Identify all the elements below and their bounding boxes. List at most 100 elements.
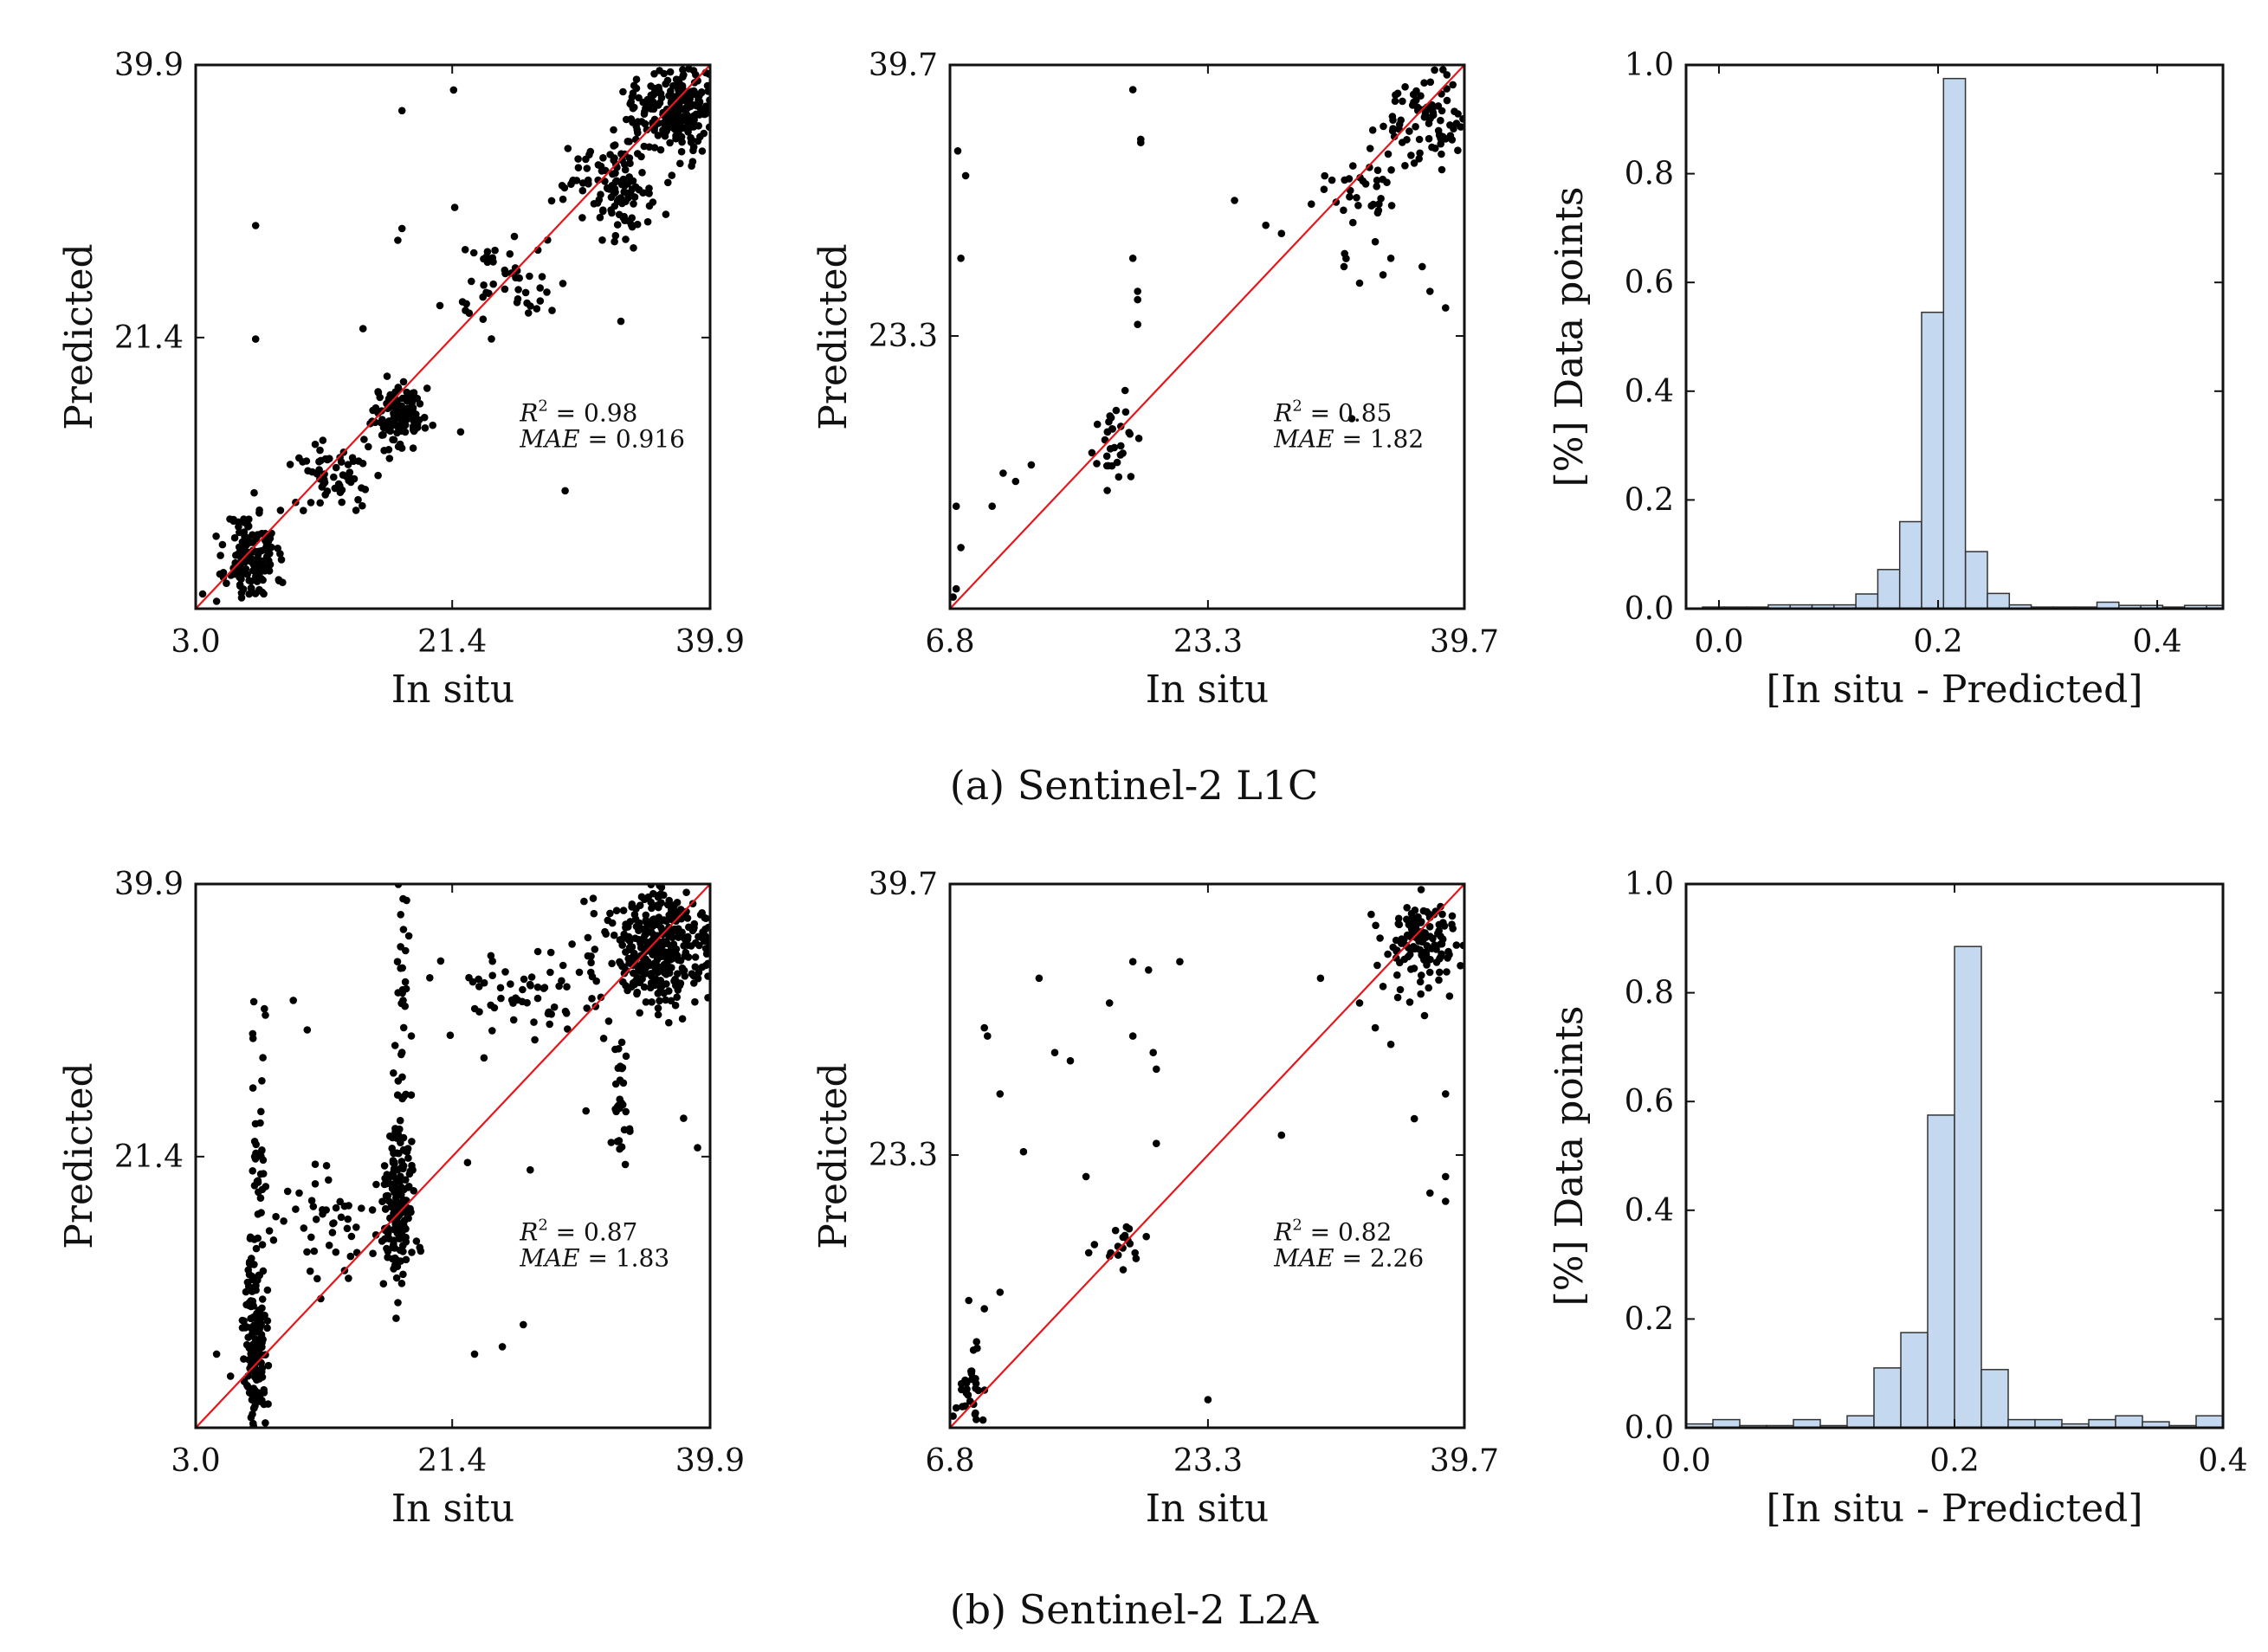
data-point [1394, 920, 1403, 928]
data-point [514, 286, 522, 294]
data-point [1115, 473, 1123, 481]
data-point [578, 186, 587, 195]
data-point [519, 985, 527, 994]
data-point [283, 1187, 292, 1196]
data-point [1088, 448, 1096, 457]
data-point [498, 1343, 507, 1351]
data-point [399, 926, 408, 933]
data-point [633, 988, 642, 997]
data-point [396, 1125, 404, 1133]
data-point [656, 997, 663, 1005]
data-point [507, 269, 515, 277]
b3-bars [1686, 945, 2223, 1428]
data-point [700, 937, 708, 945]
data-point [394, 1299, 402, 1307]
data-point [616, 1145, 624, 1153]
data-point [657, 965, 666, 973]
data-point [561, 1007, 570, 1016]
data-point [1405, 127, 1413, 135]
data-point [416, 1243, 424, 1252]
data-point [316, 499, 325, 507]
data-point [1380, 122, 1387, 131]
data-point [1349, 218, 1357, 227]
data-point [1398, 939, 1405, 947]
data-point [311, 440, 320, 448]
data-point [1119, 1233, 1128, 1242]
data-point [389, 1171, 397, 1178]
data-point [382, 1192, 391, 1200]
data-point [254, 1234, 262, 1242]
data-point [1366, 164, 1373, 171]
data-point [590, 909, 598, 918]
data-point [640, 983, 649, 991]
b2-ylabel: Predicted [811, 1062, 856, 1249]
data-point [483, 258, 492, 267]
data-point [1119, 1266, 1128, 1274]
data-point [606, 909, 614, 918]
a2-ytick-label: 23.3 [869, 319, 938, 354]
data-point [1093, 420, 1102, 429]
data-point [399, 1133, 408, 1142]
data-point [394, 236, 402, 244]
data-point [1277, 229, 1286, 238]
b2-points [950, 886, 1464, 1424]
data-point [295, 1189, 303, 1197]
data-point [263, 1286, 272, 1294]
data-point [669, 933, 676, 941]
data-point [520, 1320, 527, 1329]
data-point [1420, 1011, 1429, 1020]
data-point [345, 1202, 352, 1210]
a1-ytick-label: 39.9 [114, 48, 184, 83]
data-point [1349, 162, 1357, 170]
data-point [393, 958, 402, 965]
a2-points [950, 66, 1464, 601]
data-point [326, 455, 333, 462]
data-point [331, 484, 339, 493]
data-point [336, 1197, 345, 1206]
caption-b: (b) Sentinel-2 L2A [949, 1586, 1319, 1633]
data-point [264, 537, 273, 545]
data-point [1407, 152, 1415, 159]
data-point [701, 961, 710, 970]
data-point [391, 1042, 399, 1049]
data-point [1112, 406, 1121, 415]
data-point [1372, 921, 1380, 930]
data-point [527, 982, 534, 990]
data-point [628, 943, 636, 951]
data-point [962, 1378, 970, 1386]
data-point [603, 184, 611, 192]
data-point [450, 203, 459, 211]
data-point [249, 1422, 257, 1428]
data-point [961, 1402, 969, 1410]
data-point [1442, 1197, 1450, 1205]
histogram-bar [1980, 1369, 2009, 1428]
data-point [583, 165, 591, 172]
data-point [950, 593, 957, 601]
data-point [598, 167, 606, 175]
data-point [687, 139, 695, 146]
data-point [399, 1093, 408, 1100]
data-point [568, 940, 576, 948]
data-point [1397, 116, 1405, 125]
data-point [695, 94, 702, 101]
data-point [259, 1267, 268, 1275]
a3-ytick-label: 0.8 [1625, 157, 1674, 192]
data-point [611, 1080, 620, 1088]
data-point [1346, 193, 1354, 201]
data-point [396, 1116, 404, 1125]
data-point [1117, 442, 1125, 450]
b1-ytick-label: 39.9 [114, 867, 184, 902]
data-point [524, 309, 533, 317]
data-point [1262, 221, 1270, 229]
data-point [250, 1404, 258, 1412]
data-point [674, 970, 682, 978]
data-point [531, 1036, 539, 1044]
data-point [1105, 999, 1114, 1007]
data-point [648, 998, 656, 1006]
data-point [397, 409, 404, 417]
data-point [255, 1307, 263, 1314]
data-point [620, 212, 628, 221]
data-point [249, 997, 258, 1006]
data-point [1066, 1056, 1075, 1065]
